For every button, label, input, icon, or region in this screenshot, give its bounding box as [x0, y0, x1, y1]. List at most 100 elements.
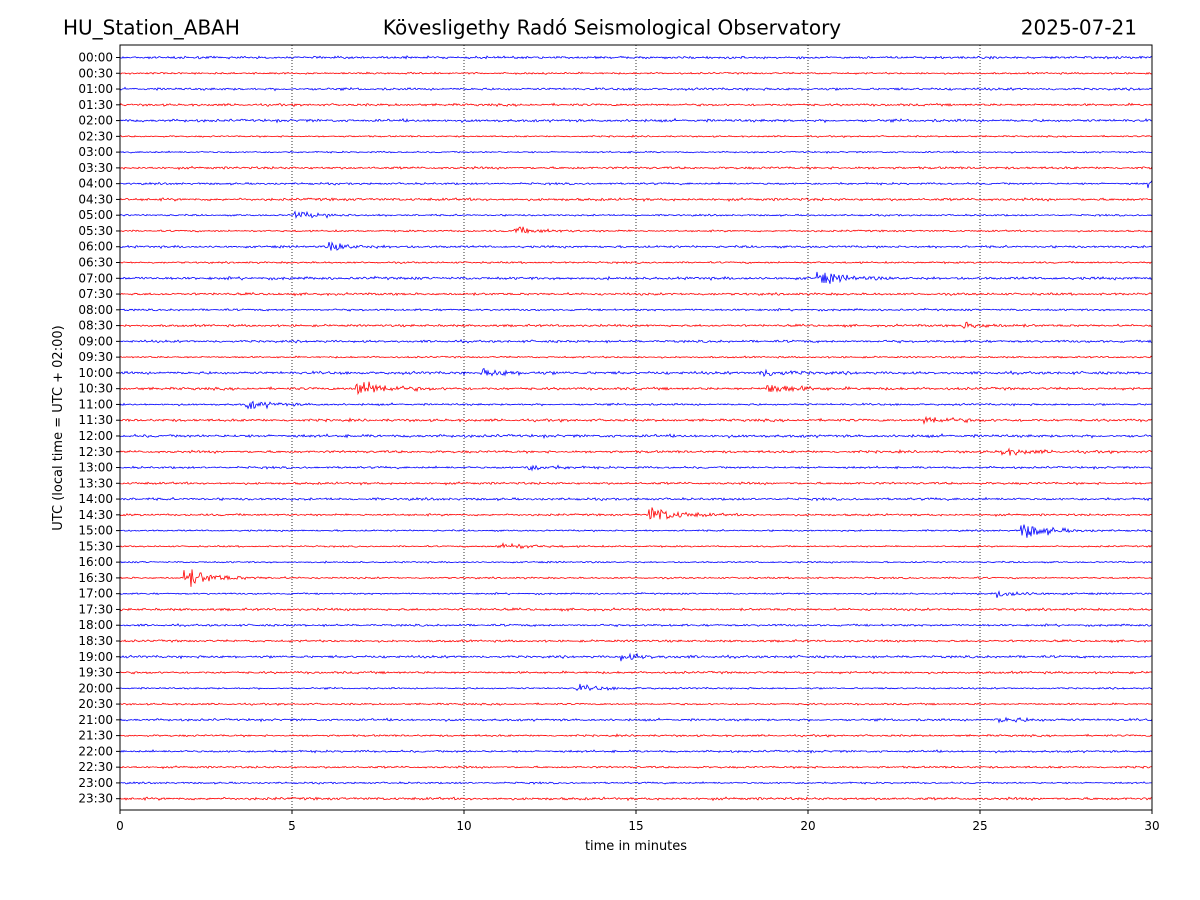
trace-line: [119, 355, 1153, 359]
x-tick-label: 10: [456, 819, 471, 833]
y-tick-label: 06:30: [78, 256, 113, 270]
y-tick-label: 22:30: [78, 760, 113, 774]
trace-line: [119, 716, 1153, 724]
trace-line: [119, 464, 1153, 472]
trace-line: [119, 415, 1153, 425]
trace-line: [119, 55, 1153, 60]
trace-line: [119, 683, 1153, 692]
y-axis-label: UTC (local time = UTC + 02:00): [51, 325, 66, 530]
y-tick-label: 14:30: [78, 508, 113, 522]
trace-line: [119, 180, 1153, 189]
y-tick-label: 08:00: [78, 303, 113, 317]
y-tick-label: 12:00: [78, 429, 113, 443]
y-tick-label: 13:30: [78, 476, 113, 490]
y-tick-label: 04:30: [78, 192, 113, 206]
trace-line: [119, 197, 1153, 203]
trace-line: [119, 134, 1153, 138]
y-tick-label: 20:30: [78, 697, 113, 711]
y-tick-label: 19:00: [78, 650, 113, 664]
x-tick-label: 0: [116, 819, 124, 833]
trace-line: [119, 307, 1153, 312]
seismic-traces: [119, 55, 1153, 802]
trace-line: [119, 507, 1153, 520]
y-tick-label: 16:00: [78, 555, 113, 569]
trace-line: [119, 765, 1153, 770]
trace-line: [119, 796, 1153, 802]
y-tick-label: 16:30: [78, 571, 113, 585]
trace-line: [119, 339, 1153, 344]
y-tick-label: 18:00: [78, 618, 113, 632]
trace-line: [119, 702, 1153, 706]
y-tick-label: 12:30: [78, 445, 113, 459]
trace-line: [119, 71, 1153, 76]
trace-line: [119, 542, 1153, 550]
y-tick-label: 03:00: [78, 145, 113, 159]
y-tick-label: 21:30: [78, 729, 113, 743]
trace-line: [119, 433, 1153, 439]
y-tick-label: 18:30: [78, 634, 113, 648]
trace-line: [119, 670, 1153, 675]
x-tick-label: 5: [288, 819, 296, 833]
y-tick-label: 11:00: [78, 397, 113, 411]
x-tick-label: 15: [628, 819, 643, 833]
station-name: HU_Station_ABAH: [63, 16, 240, 40]
trace-line: [119, 271, 1153, 284]
y-tick-label: 17:30: [78, 602, 113, 616]
trace-line: [119, 117, 1153, 124]
trace-line: [119, 623, 1153, 628]
trace-line: [119, 481, 1153, 486]
y-tick-label: 06:00: [78, 240, 113, 254]
y-tick-label: 09:00: [78, 334, 113, 348]
trace-line: [119, 652, 1153, 662]
y-tick-label: 05:30: [78, 224, 113, 238]
y-tick-label: 10:00: [78, 366, 113, 380]
y-tick-label: 23:30: [78, 792, 113, 806]
trace-line: [119, 447, 1153, 456]
trace-line: [119, 260, 1153, 265]
y-tick-label: 14:00: [78, 492, 113, 506]
y-tick-label: 15:00: [78, 524, 113, 538]
trace-line: [119, 733, 1153, 738]
y-tick-label: 11:30: [78, 413, 113, 427]
trace-line: [119, 102, 1153, 108]
grid-lines: [291, 45, 981, 810]
y-tick-label: 15:30: [78, 539, 113, 553]
y-tick-label: 01:30: [78, 98, 113, 112]
trace-line: [119, 639, 1153, 644]
x-tick-label: 20: [800, 819, 815, 833]
trace-line: [119, 226, 1153, 235]
trace-line: [119, 86, 1153, 92]
trace-line: [119, 210, 1153, 220]
y-tick-label: 03:30: [78, 161, 113, 175]
y-tick-label: 08:30: [78, 319, 113, 333]
trace-line: [119, 560, 1153, 564]
y-tick-label: 02:00: [78, 114, 113, 128]
y-tick-label: 20:00: [78, 681, 113, 695]
trace-line: [119, 590, 1153, 598]
trace-line: [119, 496, 1153, 502]
trace-line: [119, 241, 1153, 251]
y-tick-label: 05:00: [78, 208, 113, 222]
y-tick-label: 00:30: [78, 66, 113, 80]
y-tick-label: 23:00: [78, 776, 113, 790]
trace-line: [119, 400, 1153, 410]
plot-frame: [119, 44, 1153, 811]
trace-line: [119, 291, 1153, 297]
trace-line: [119, 165, 1153, 171]
observatory-title: Kövesligethy Radó Seismological Observat…: [383, 16, 841, 40]
x-axis-ticks: 0 5 10 15 20 25 30: [116, 810, 1160, 833]
x-axis-label: time in minutes: [585, 839, 687, 854]
y-tick-label: 07:30: [78, 287, 113, 301]
y-tick-label: 21:00: [78, 713, 113, 727]
trace-line: [119, 381, 1153, 396]
trace-line: [119, 749, 1153, 754]
y-tick-label: 02:30: [78, 129, 113, 143]
y-tick-label: 13:00: [78, 461, 113, 475]
trace-line: [119, 150, 1153, 154]
trace-line: [119, 367, 1153, 377]
trace-line: [119, 781, 1153, 785]
y-tick-label: 01:00: [78, 82, 113, 96]
x-tick-label: 25: [972, 819, 987, 833]
